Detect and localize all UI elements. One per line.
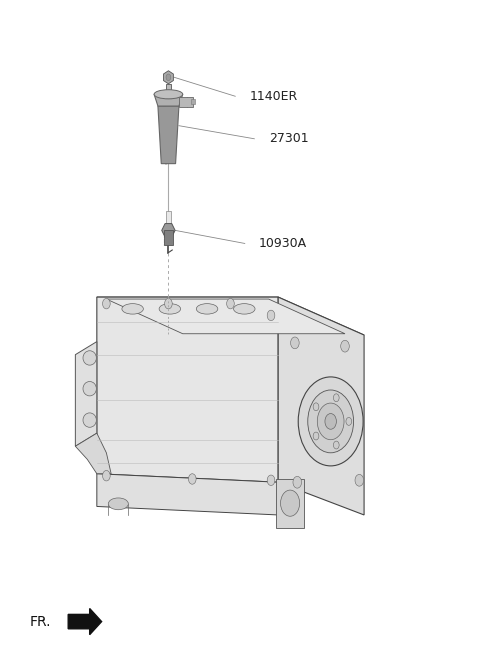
Polygon shape <box>158 106 179 164</box>
Circle shape <box>334 441 339 449</box>
Polygon shape <box>278 297 364 515</box>
Circle shape <box>346 417 352 425</box>
Ellipse shape <box>154 90 183 99</box>
Circle shape <box>290 337 299 349</box>
Circle shape <box>227 298 234 309</box>
Circle shape <box>355 474 364 486</box>
Ellipse shape <box>83 382 96 396</box>
Text: 1140ER: 1140ER <box>250 90 298 102</box>
Circle shape <box>267 475 275 486</box>
Bar <box>166 84 171 98</box>
Ellipse shape <box>83 413 96 427</box>
Text: 27301: 27301 <box>269 132 308 145</box>
Circle shape <box>103 298 110 309</box>
Ellipse shape <box>108 498 128 510</box>
Ellipse shape <box>234 304 255 314</box>
Polygon shape <box>97 474 278 515</box>
Circle shape <box>103 470 110 481</box>
Bar <box>276 479 304 528</box>
Ellipse shape <box>122 304 144 314</box>
Circle shape <box>293 476 301 488</box>
Circle shape <box>334 394 339 401</box>
Polygon shape <box>68 608 102 635</box>
Text: 10930A: 10930A <box>259 237 307 250</box>
Bar <box>164 231 173 245</box>
Polygon shape <box>97 297 278 482</box>
Bar <box>192 99 195 104</box>
Circle shape <box>317 403 344 440</box>
Ellipse shape <box>196 304 218 314</box>
Polygon shape <box>97 297 364 335</box>
Circle shape <box>165 298 172 309</box>
Bar <box>166 211 171 225</box>
Ellipse shape <box>159 304 180 314</box>
Polygon shape <box>75 433 111 474</box>
Circle shape <box>298 377 363 466</box>
Circle shape <box>313 403 319 411</box>
Circle shape <box>166 74 171 81</box>
Polygon shape <box>154 95 183 106</box>
Polygon shape <box>75 342 97 446</box>
Circle shape <box>267 310 275 321</box>
Circle shape <box>189 474 196 484</box>
Ellipse shape <box>83 351 96 365</box>
Circle shape <box>341 340 349 352</box>
Circle shape <box>308 390 354 453</box>
Polygon shape <box>164 71 173 84</box>
Circle shape <box>281 490 300 516</box>
Text: FR.: FR. <box>30 614 51 629</box>
Circle shape <box>325 413 336 429</box>
Circle shape <box>313 432 319 440</box>
Polygon shape <box>162 223 175 237</box>
Polygon shape <box>107 299 345 334</box>
Polygon shape <box>179 97 193 107</box>
